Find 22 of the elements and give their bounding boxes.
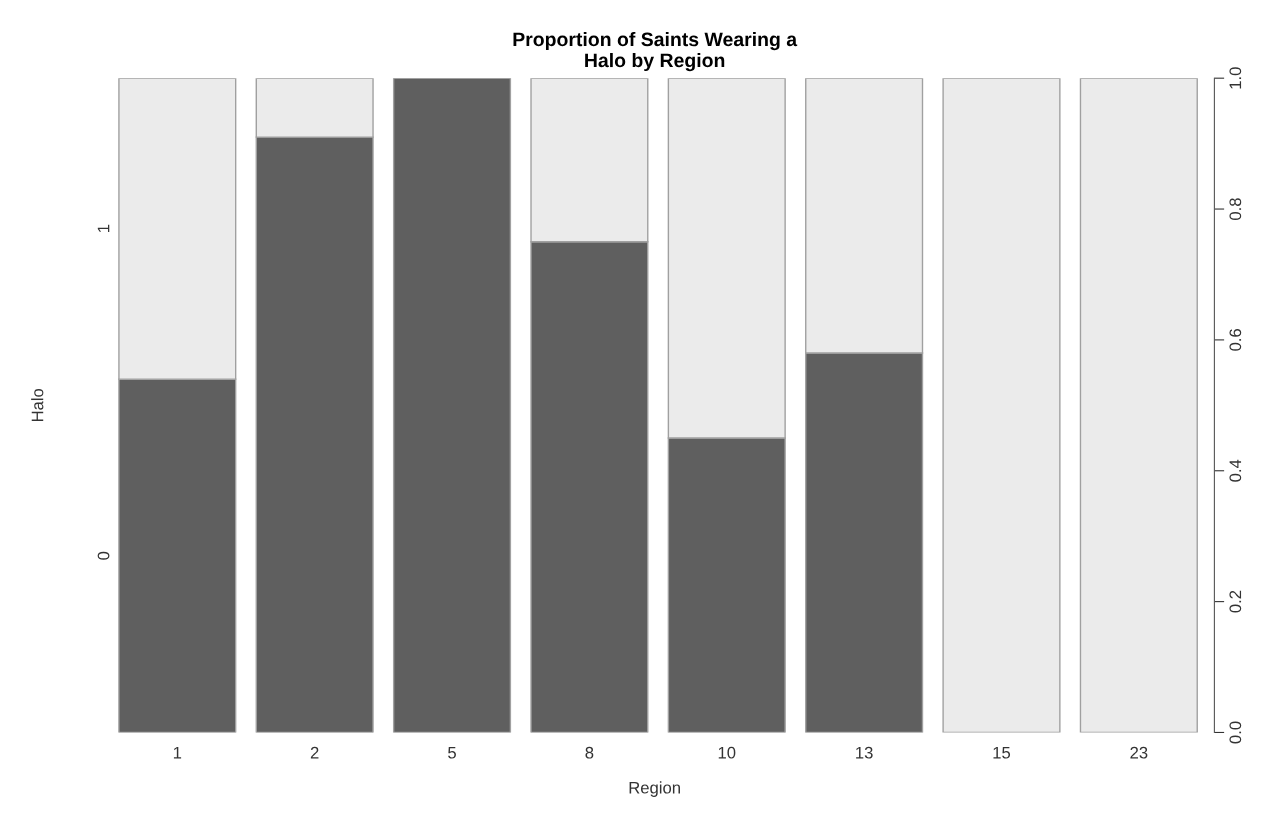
y-tick-label: 1.0 — [1229, 67, 1242, 89]
y-tick-label: 0.8 — [1229, 198, 1242, 220]
text: 0 — [97, 551, 110, 560]
bar — [942, 78, 1061, 733]
x-tick-label: 5 — [448, 746, 456, 759]
y-tick-label: 0.0 — [1229, 721, 1242, 744]
y-tick-label: 0.2 — [1229, 590, 1242, 613]
x-tick-label: 15 — [993, 746, 1011, 759]
bar — [392, 78, 512, 733]
bar — [1079, 78, 1198, 733]
x-tick-label: 2 — [310, 746, 319, 759]
x-axis-title: Region — [629, 781, 680, 797]
text: 1 — [97, 224, 110, 233]
y-tick-label: 0.4 — [1229, 459, 1242, 482]
x-tick-label: 23 — [1130, 746, 1148, 759]
x-tick-label: 10 — [718, 746, 736, 759]
chart-title: Proportion of Saints Wearing a Halo by Region — [513, 31, 798, 72]
x-tick-label: 1 — [173, 746, 182, 759]
y-tick-label: 0.6 — [1229, 329, 1242, 351]
x-tick-label: 8 — [585, 746, 594, 759]
x-tick-label: 13 — [856, 746, 873, 759]
y-axis-title: Halo — [31, 388, 44, 422]
